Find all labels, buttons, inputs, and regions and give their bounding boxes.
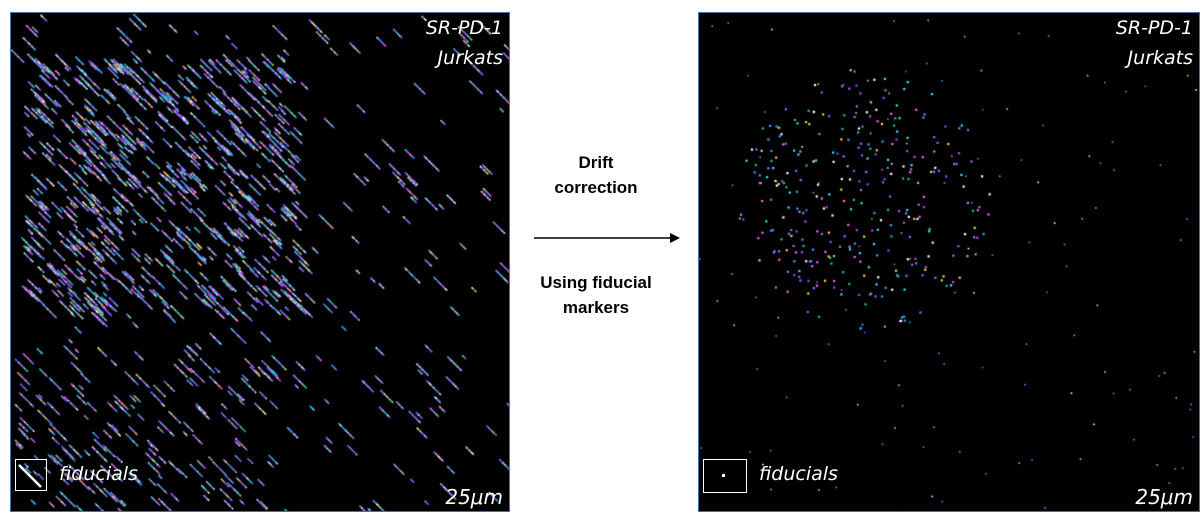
fiducial-inset [15,459,47,491]
sample-name: SR-PD-1 [425,17,503,39]
arrow-caption-bottom-line2: markers [562,298,630,317]
panel-before-correction: SR-PD-1 Jurkats fiducials 25μm [10,12,510,512]
fiducial-label: fiducials [759,463,838,485]
cell-type: Jurkats [1127,47,1193,69]
panel-after-correction: SR-PD-1 Jurkats fiducials 25μm [698,12,1200,512]
localization-image-corrected [699,13,1199,511]
right-arrow-icon [534,233,680,243]
fiducial-streak-icon [18,464,42,488]
arrow-caption-top-line2: correction [554,178,638,197]
localization-image-drifted [11,13,509,511]
arrow-caption-top: Drift correction [521,150,671,200]
fiducial-inset [703,459,747,493]
sample-name: SR-PD-1 [1115,17,1193,39]
scale-label: 25μm [1135,485,1193,509]
cell-type: Jurkats [437,47,503,69]
arrow-caption-top-line1: Drift [578,153,614,172]
scale-label: 25μm [445,485,503,509]
fiducial-dot-icon [722,474,725,477]
fiducial-label: fiducials [59,463,138,485]
arrow-caption-bottom-line1: Using fiducial [540,273,652,292]
arrow-caption-bottom: Using fiducial markers [521,270,671,320]
